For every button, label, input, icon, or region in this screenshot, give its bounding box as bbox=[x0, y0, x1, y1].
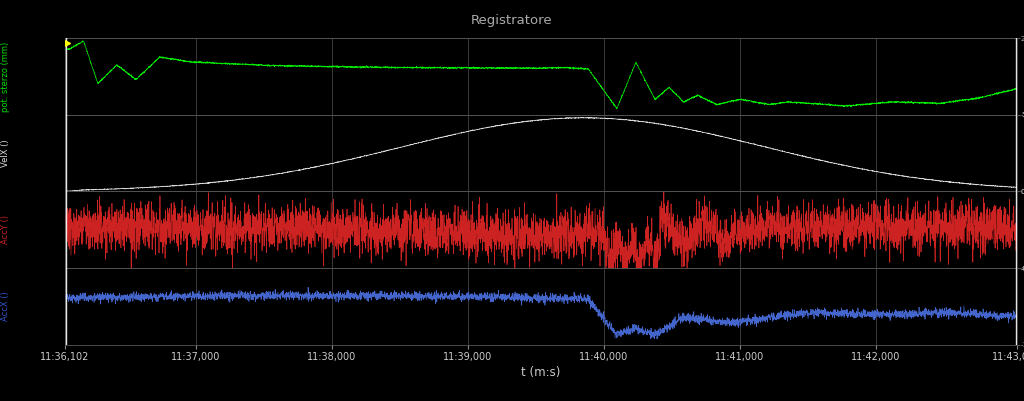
Text: pot. sterzo (mm): pot. sterzo (mm) bbox=[1, 41, 10, 111]
Text: AccY (): AccY () bbox=[1, 215, 10, 244]
X-axis label: t (m:s): t (m:s) bbox=[521, 366, 560, 379]
Text: AccX (): AccX () bbox=[1, 292, 10, 321]
Text: VelX (): VelX () bbox=[1, 139, 10, 167]
Text: Registratore: Registratore bbox=[471, 14, 553, 27]
